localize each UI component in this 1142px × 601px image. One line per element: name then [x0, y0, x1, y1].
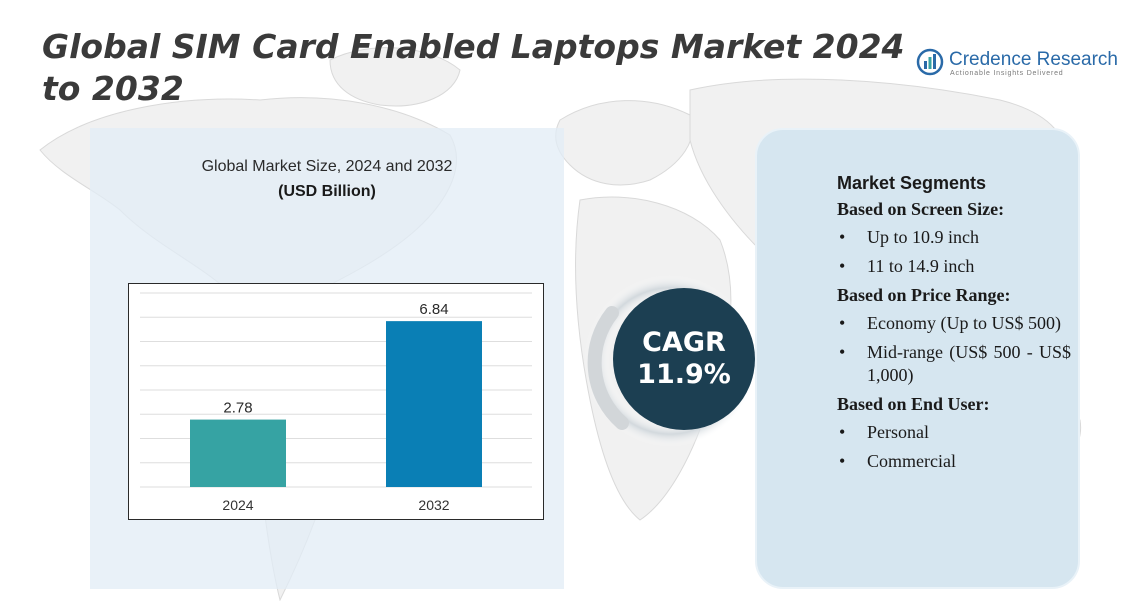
- segment-group-heading: Based on End User:: [837, 394, 990, 414]
- map-europe: [555, 100, 694, 186]
- segments-content: Market Segments Based on Screen Size: • U…: [837, 172, 1071, 479]
- segments-panel: [755, 128, 1080, 589]
- segment-item: • Up to 10.9 inch: [839, 227, 979, 247]
- bullet-icon: •: [839, 313, 846, 333]
- bullet-icon: •: [839, 451, 846, 471]
- page-title: Global SIM Card Enabled Laptops Market 2…: [42, 27, 905, 108]
- bullet-icon: •: [839, 422, 846, 442]
- data-label-2024: 2.78: [223, 400, 252, 417]
- brand-tagline: Actionable Insights Delivered: [950, 70, 1064, 77]
- chart-unit-label: (USD Billion): [278, 183, 376, 200]
- data-label-2032: 6.84: [419, 301, 448, 318]
- segment-item: • 11 to 14.9 inch: [839, 256, 975, 276]
- bullet-icon: •: [839, 342, 846, 362]
- segment-group-heading: Based on Screen Size:: [837, 199, 1005, 219]
- segment-group-heading: Based on Price Range:: [837, 285, 1011, 305]
- bullet-icon: •: [839, 256, 846, 276]
- cagr-label: CAGR: [642, 327, 726, 358]
- segment-item: • Economy (Up to US$ 500): [839, 313, 1061, 333]
- segment-list: • Up to 10.9 inch • 11 to 14.9 inch: [837, 226, 1071, 278]
- chart-title: Global Market Size, 2024 and 2032: [201, 158, 453, 175]
- segment-list: • Economy (Up to US$ 500) • Mid-range (US$…: [837, 312, 1071, 387]
- segments-title: Market Segments: [837, 173, 987, 193]
- bar-2032: [386, 321, 482, 487]
- segment-item: • Mid-range (US$ 500 - US$ 1,000): [839, 342, 1071, 385]
- chart-labels: 2.78 2024 6.84 2032: [222, 301, 449, 513]
- bar-chart-circle-icon: [916, 48, 944, 76]
- cagr-badge: CAGR 11.9%: [613, 288, 755, 430]
- bullet-icon: •: [839, 227, 846, 247]
- bar-chart: 2.78 2024 6.84 2032: [128, 283, 544, 520]
- map-greenland: [329, 47, 461, 107]
- bar-2024: [190, 419, 286, 487]
- brand-logo-block[interactable]: Credence Research Actionable Insights De…: [916, 48, 1118, 80]
- cagr-value: 11.9%: [637, 359, 731, 390]
- x-tick-label-2024: 2024: [222, 497, 253, 513]
- bar-chart-svg: 2.78 2024 6.84 2032: [128, 283, 544, 520]
- x-tick-label-2032: 2032: [418, 497, 449, 513]
- segment-item: • Personal: [839, 422, 929, 442]
- brand-name: Credence Research: [949, 49, 1118, 70]
- segment-list: • Personal • Commercial: [837, 421, 1071, 473]
- chart-bars: [190, 321, 482, 487]
- segment-item: • Commercial: [839, 451, 956, 471]
